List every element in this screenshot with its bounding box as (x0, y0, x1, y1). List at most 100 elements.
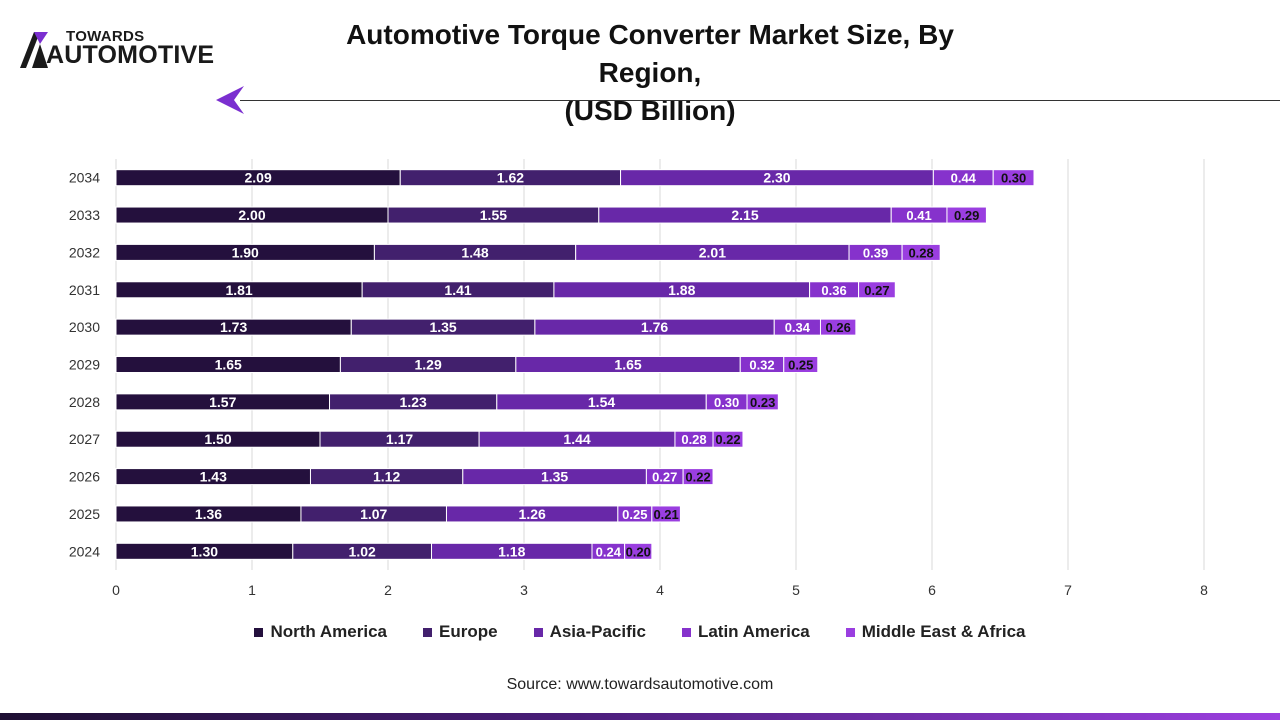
data-label: 1.76 (641, 319, 668, 335)
data-label: 0.29 (954, 208, 979, 223)
data-label: 1.73 (220, 319, 247, 335)
data-label: 0.27 (652, 470, 677, 485)
data-label: 1.90 (232, 244, 259, 260)
data-label: 1.44 (563, 431, 590, 447)
bar-segment (819, 318, 857, 336)
y-tick-label: 2031 (69, 282, 100, 298)
header-divider (240, 100, 1280, 101)
logo-text-top: TOWARDS (66, 28, 145, 45)
data-label: 1.55 (480, 207, 507, 223)
data-label: 1.23 (400, 394, 427, 410)
brand-logo: TOWARDS AUTOMOTIVE (18, 26, 233, 74)
data-label: 0.23 (750, 395, 775, 410)
bar-segment (651, 505, 681, 523)
legend-swatch (681, 627, 691, 637)
legend-label: Europe (439, 622, 498, 641)
x-tick-label: 7 (1064, 582, 1072, 598)
bar-segment (682, 468, 714, 486)
data-label: 0.28 (681, 432, 706, 447)
x-tick-label: 4 (656, 582, 664, 598)
data-label: 1.18 (498, 543, 525, 559)
data-label: 1.07 (360, 506, 387, 522)
bar-segment (992, 169, 1035, 187)
data-label: 1.54 (588, 394, 615, 410)
data-label: 0.25 (622, 507, 647, 522)
data-label: 1.41 (444, 282, 471, 298)
data-label: 1.12 (373, 469, 400, 485)
footer-accent-bar (0, 713, 1280, 720)
data-label: 0.22 (685, 470, 710, 485)
data-label: 0.41 (906, 208, 931, 223)
legend-item: Asia-Pacific (533, 622, 646, 642)
legend-item: North America (254, 622, 387, 642)
data-label: 0.30 (1001, 171, 1026, 186)
data-label: 1.65 (215, 357, 242, 373)
data-label: 1.88 (668, 282, 695, 298)
legend-swatch (423, 627, 432, 637)
data-label: 1.02 (349, 543, 376, 559)
x-tick-label: 2 (384, 582, 392, 598)
data-label: 0.34 (785, 320, 811, 335)
x-tick-label: 6 (928, 582, 936, 598)
legend-item: Latin America (681, 622, 810, 642)
data-label: 0.27 (864, 283, 889, 298)
data-label: 2.01 (699, 244, 726, 260)
bar-segment (946, 206, 987, 224)
y-tick-label: 2032 (69, 244, 100, 260)
data-label: 1.50 (204, 431, 231, 447)
logo-text-bottom: AUTOMOTIVE (46, 41, 215, 69)
legend-swatch (254, 627, 264, 637)
bar-segment (901, 243, 941, 261)
y-tick-label: 2033 (69, 207, 100, 223)
source-note: Source: www.towardsautomotive.com (506, 676, 774, 693)
logo-mark-icon (20, 32, 48, 68)
y-tick-label: 2030 (69, 319, 100, 335)
data-label: 0.20 (626, 544, 651, 559)
data-label: 1.29 (414, 357, 441, 373)
data-label: 0.30 (714, 395, 739, 410)
data-label: 1.17 (386, 431, 413, 447)
x-tick-label: 5 (792, 582, 800, 598)
data-label: 2.00 (238, 207, 265, 223)
arrow-left-icon (216, 86, 244, 114)
chart-title-line-1: Automotive Torque Converter Market Size,… (346, 19, 954, 88)
data-label: 0.39 (863, 245, 888, 260)
bar-segment (712, 430, 744, 448)
data-label: 2.15 (731, 207, 758, 223)
legend-label: Asia-Pacific (549, 622, 646, 641)
y-tick-label: 2025 (69, 506, 100, 522)
legend-item: Middle East & Africa (845, 622, 1026, 642)
data-label: 1.57 (209, 394, 236, 410)
legend-swatch (845, 627, 855, 637)
legend-swatch (533, 627, 543, 637)
stacked-bar-chart: 0 1 2 3 4 5 6 7 8 2034 2.09 1.62 2.30 0.44 0.30 2033 2.0… (69, 159, 1208, 598)
data-label: 0.24 (596, 544, 622, 559)
data-label: 0.32 (749, 358, 774, 373)
x-tick-label: 0 (112, 582, 120, 598)
data-label: 0.22 (715, 432, 740, 447)
x-tick-label: 3 (520, 582, 528, 598)
data-label: 0.26 (826, 320, 851, 335)
data-label: 2.30 (763, 170, 790, 186)
y-tick-label: 2034 (69, 170, 100, 186)
bar-segment (746, 393, 779, 411)
bar-segment (858, 281, 896, 299)
data-label: 1.36 (195, 506, 222, 522)
x-tick-label: 1 (248, 582, 256, 598)
data-label: 1.65 (614, 357, 641, 373)
data-label: 0.44 (951, 171, 977, 186)
bar-segment (783, 356, 819, 373)
chart-legend: North America Europe Asia-Pacific Latin Ame… (0, 622, 1280, 642)
data-label: 1.62 (497, 170, 524, 186)
data-label: 1.43 (200, 469, 227, 485)
data-label: 0.21 (653, 507, 678, 522)
legend-label: Middle East & Africa (861, 622, 1026, 641)
data-label: 1.48 (461, 244, 488, 260)
data-label: 0.28 (908, 245, 933, 260)
data-label: 1.30 (191, 543, 218, 559)
legend-label: Latin America (697, 622, 810, 641)
data-label: 0.36 (821, 283, 846, 298)
legend-item: Europe (423, 622, 498, 642)
data-label: 2.09 (244, 170, 271, 186)
y-tick-label: 2028 (69, 394, 100, 410)
